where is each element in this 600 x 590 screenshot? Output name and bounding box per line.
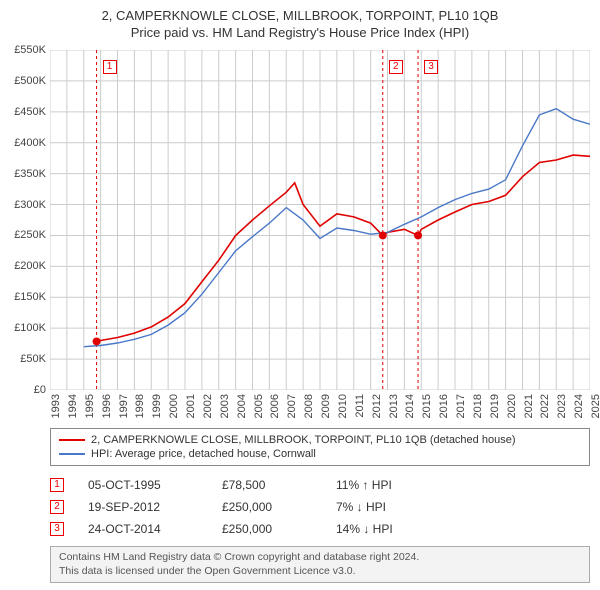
footnote-line1: Contains HM Land Registry data © Crown c… bbox=[59, 551, 581, 565]
x-tick-label: 1997 bbox=[118, 394, 130, 418]
y-tick-label: £50K bbox=[6, 353, 46, 365]
footnote-line2: This data is licensed under the Open Gov… bbox=[59, 565, 581, 579]
x-tick-label: 2001 bbox=[185, 394, 197, 418]
sales-row-1: 1 05-OCT-1995 £78,500 11% ↑ HPI bbox=[50, 474, 590, 496]
x-tick-label: 2002 bbox=[202, 394, 214, 418]
sale-price-1: £78,500 bbox=[222, 478, 312, 492]
x-tick-label: 2011 bbox=[354, 394, 366, 418]
chart-plot-area: £0£50K£100K£150K£200K£250K£300K£350K£400… bbox=[50, 50, 590, 390]
sale-date-1: 05-OCT-1995 bbox=[88, 478, 198, 492]
sale-marker-chart-1: 1 bbox=[103, 60, 117, 74]
sales-row-2: 2 19-SEP-2012 £250,000 7% ↓ HPI bbox=[50, 496, 590, 518]
x-tick-label: 2005 bbox=[253, 394, 265, 418]
legend-swatch-property bbox=[59, 439, 85, 441]
x-tick-label: 2017 bbox=[455, 394, 467, 418]
x-tick-label: 2008 bbox=[303, 394, 315, 418]
x-tick-label: 2015 bbox=[421, 394, 433, 418]
legend-label-property: 2, CAMPERKNOWLE CLOSE, MILLBROOK, TORPOI… bbox=[91, 434, 515, 446]
sale-date-2: 19-SEP-2012 bbox=[88, 500, 198, 514]
x-tick-label: 1999 bbox=[151, 394, 163, 418]
sale-price-2: £250,000 bbox=[222, 500, 312, 514]
y-tick-label: £250K bbox=[6, 229, 46, 241]
legend-swatch-hpi bbox=[59, 453, 85, 455]
x-tick-label: 2003 bbox=[219, 394, 231, 418]
sale-marker-3: 3 bbox=[50, 522, 64, 536]
x-tick-label: 2019 bbox=[489, 394, 501, 418]
sales-row-3: 3 24-OCT-2014 £250,000 14% ↓ HPI bbox=[50, 518, 590, 540]
sale-delta-3: 14% ↓ HPI bbox=[336, 522, 446, 536]
chart-subtitle: Price paid vs. HM Land Registry's House … bbox=[10, 25, 590, 40]
y-tick-label: £200K bbox=[6, 260, 46, 272]
sale-marker-2: 2 bbox=[50, 500, 64, 514]
y-tick-label: £500K bbox=[6, 75, 46, 87]
x-tick-label: 2022 bbox=[539, 394, 551, 418]
legend-item-hpi: HPI: Average price, detached house, Corn… bbox=[59, 447, 581, 461]
x-tick-label: 1998 bbox=[134, 394, 146, 418]
x-tick-label: 2023 bbox=[556, 394, 568, 418]
y-tick-label: £350K bbox=[6, 168, 46, 180]
x-tick-label: 2012 bbox=[371, 394, 383, 418]
sale-marker-1: 1 bbox=[50, 478, 64, 492]
chart-container: 2, CAMPERKNOWLE CLOSE, MILLBROOK, TORPOI… bbox=[0, 0, 600, 590]
footnote: Contains HM Land Registry data © Crown c… bbox=[50, 546, 590, 583]
x-tick-label: 2004 bbox=[236, 394, 248, 418]
x-tick-label: 2024 bbox=[573, 394, 585, 418]
sale-marker-chart-2: 2 bbox=[389, 60, 403, 74]
sale-delta-1: 11% ↑ HPI bbox=[336, 478, 446, 492]
chart-title: 2, CAMPERKNOWLE CLOSE, MILLBROOK, TORPOI… bbox=[10, 8, 590, 23]
x-tick-label: 2000 bbox=[168, 394, 180, 418]
x-tick-label: 2010 bbox=[337, 394, 349, 418]
x-tick-label: 2006 bbox=[269, 394, 281, 418]
x-tick-label: 1993 bbox=[50, 394, 62, 418]
x-tick-label: 2025 bbox=[590, 394, 600, 418]
x-tick-label: 2016 bbox=[438, 394, 450, 418]
x-tick-label: 2009 bbox=[320, 394, 332, 418]
x-tick-label: 1994 bbox=[67, 394, 79, 418]
x-tick-label: 2014 bbox=[404, 394, 416, 418]
x-tick-label: 1995 bbox=[84, 394, 96, 418]
sale-price-3: £250,000 bbox=[222, 522, 312, 536]
legend-label-hpi: HPI: Average price, detached house, Corn… bbox=[91, 448, 316, 460]
x-tick-label: 2007 bbox=[286, 394, 298, 418]
x-tick-label: 1996 bbox=[101, 394, 113, 418]
chart-svg bbox=[50, 50, 590, 390]
x-tick-label: 2021 bbox=[523, 394, 535, 418]
sale-delta-2: 7% ↓ HPI bbox=[336, 500, 446, 514]
legend-item-property: 2, CAMPERKNOWLE CLOSE, MILLBROOK, TORPOI… bbox=[59, 433, 581, 447]
y-tick-label: £550K bbox=[6, 44, 46, 56]
y-tick-label: £150K bbox=[6, 291, 46, 303]
sales-table: 1 05-OCT-1995 £78,500 11% ↑ HPI 2 19-SEP… bbox=[50, 474, 590, 540]
y-tick-label: £450K bbox=[6, 106, 46, 118]
y-tick-label: £300K bbox=[6, 199, 46, 211]
y-tick-label: £0 bbox=[6, 384, 46, 396]
sale-marker-chart-3: 3 bbox=[424, 60, 438, 74]
legend: 2, CAMPERKNOWLE CLOSE, MILLBROOK, TORPOI… bbox=[50, 428, 590, 466]
sale-date-3: 24-OCT-2014 bbox=[88, 522, 198, 536]
x-tick-label: 2013 bbox=[388, 394, 400, 418]
x-tick-label: 2018 bbox=[472, 394, 484, 418]
y-tick-label: £400K bbox=[6, 137, 46, 149]
y-tick-label: £100K bbox=[6, 322, 46, 334]
x-tick-label: 2020 bbox=[506, 394, 518, 418]
